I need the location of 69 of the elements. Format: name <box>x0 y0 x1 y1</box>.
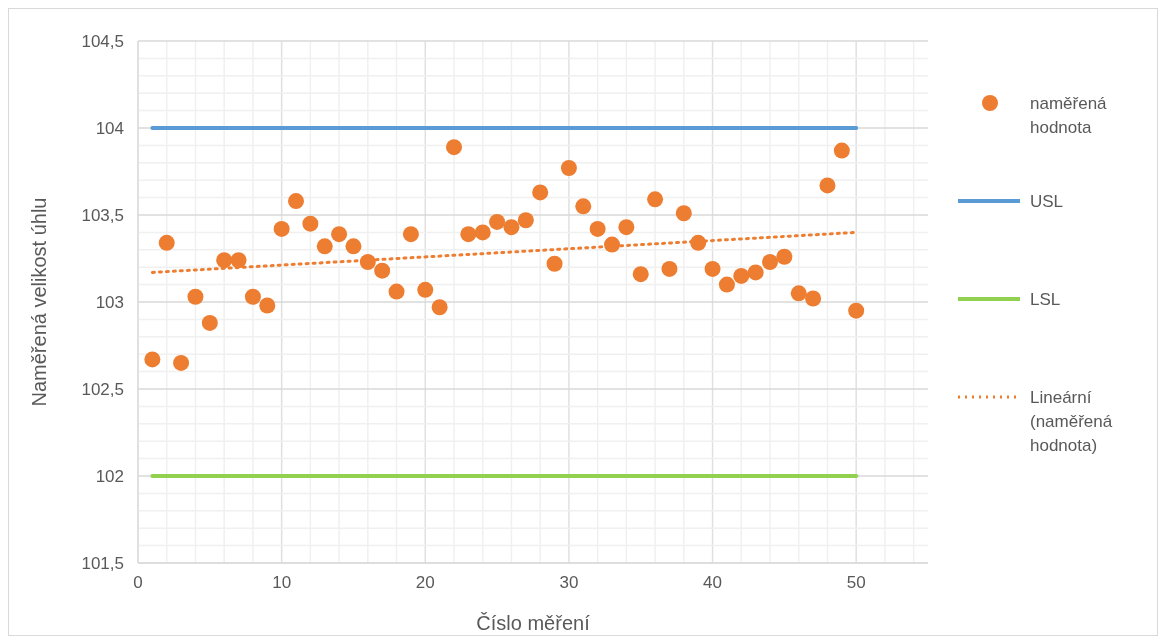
point <box>833 142 850 159</box>
point <box>776 248 793 265</box>
point <box>144 351 161 368</box>
point <box>431 299 448 316</box>
point <box>273 220 290 237</box>
y-tick-label: 103,5 <box>81 206 124 225</box>
point <box>618 219 635 236</box>
point <box>474 224 491 241</box>
point <box>517 212 534 229</box>
x-axis-title: Číslo měření <box>476 612 591 634</box>
legend-label: naměřená hodnota <box>1030 94 1108 137</box>
x-tick-label: 40 <box>703 573 723 592</box>
x-tick-label: 10 <box>272 573 292 592</box>
point <box>259 297 276 314</box>
point <box>244 288 261 305</box>
point <box>675 205 692 222</box>
point <box>417 281 434 298</box>
point <box>446 139 462 156</box>
point <box>747 264 764 281</box>
point <box>503 219 520 236</box>
point <box>460 226 477 243</box>
point <box>604 236 620 253</box>
point <box>805 290 822 307</box>
point <box>216 252 233 269</box>
legend-label: LSL <box>1030 290 1061 309</box>
point <box>546 255 563 272</box>
point <box>848 302 865 319</box>
point <box>718 276 735 293</box>
point <box>230 252 247 269</box>
y-axis-title: Naměřená velikost úhlu <box>28 197 50 407</box>
point <box>661 260 678 277</box>
point <box>532 184 549 201</box>
point <box>187 288 204 305</box>
y-tick-label: 102,5 <box>81 380 124 399</box>
legend-label: USL <box>1030 192 1064 211</box>
point <box>632 266 649 283</box>
point <box>345 238 362 255</box>
x-tick-label: 50 <box>846 573 866 592</box>
point <box>201 314 218 331</box>
point <box>575 198 592 215</box>
y-tick-label: 102 <box>95 467 124 486</box>
point <box>647 191 664 208</box>
point <box>359 253 376 270</box>
point <box>690 234 707 251</box>
point <box>489 213 506 230</box>
y-tick-label: 101,5 <box>81 554 124 573</box>
point <box>302 215 319 232</box>
point <box>704 260 721 277</box>
legend-label: Lineární (naměřená hodnota) <box>1030 388 1113 455</box>
point <box>331 226 348 243</box>
x-tick-label: 0 <box>133 573 143 592</box>
point <box>173 354 190 371</box>
point <box>790 285 807 302</box>
point <box>733 267 750 284</box>
point <box>158 234 175 251</box>
point <box>316 238 333 255</box>
point <box>374 262 391 279</box>
y-tick-label: 104 <box>95 119 124 138</box>
x-tick-label: 20 <box>415 573 435 592</box>
point <box>402 226 419 243</box>
y-tick-label: 104,5 <box>81 32 124 51</box>
point <box>288 193 304 210</box>
point <box>560 160 577 177</box>
point <box>589 220 606 237</box>
point <box>819 177 836 194</box>
point <box>762 253 778 270</box>
x-tick-label: 30 <box>559 573 579 592</box>
point <box>388 283 405 300</box>
y-tick-label: 103 <box>95 293 124 312</box>
